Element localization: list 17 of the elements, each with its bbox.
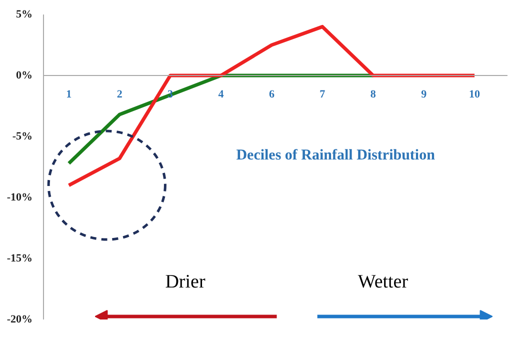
y-tick-label: -20% [6,314,33,326]
x-tick-label: 2 [116,88,123,100]
x-tick-label: 7 [320,88,326,100]
annotation: Drier [165,272,206,293]
x-tick-label: 9 [421,88,428,100]
x-tick-label: 1 [66,88,72,100]
y-tick-label: -10% [6,192,33,204]
annotation: Wetter [358,272,409,293]
x-tick-label: 4 [218,88,224,100]
x-tick-label: 6 [268,88,275,100]
y-tick-label: 5% [16,8,32,20]
x-tick-label: 10 [469,88,481,100]
x-tick-label: 8 [370,88,376,100]
y-tick-label: -5% [12,130,33,142]
y-tick-label: 0% [16,70,32,82]
y-tick-label: -15% [6,252,33,264]
annotation: Deciles of Rainfall Distribution [236,147,436,164]
